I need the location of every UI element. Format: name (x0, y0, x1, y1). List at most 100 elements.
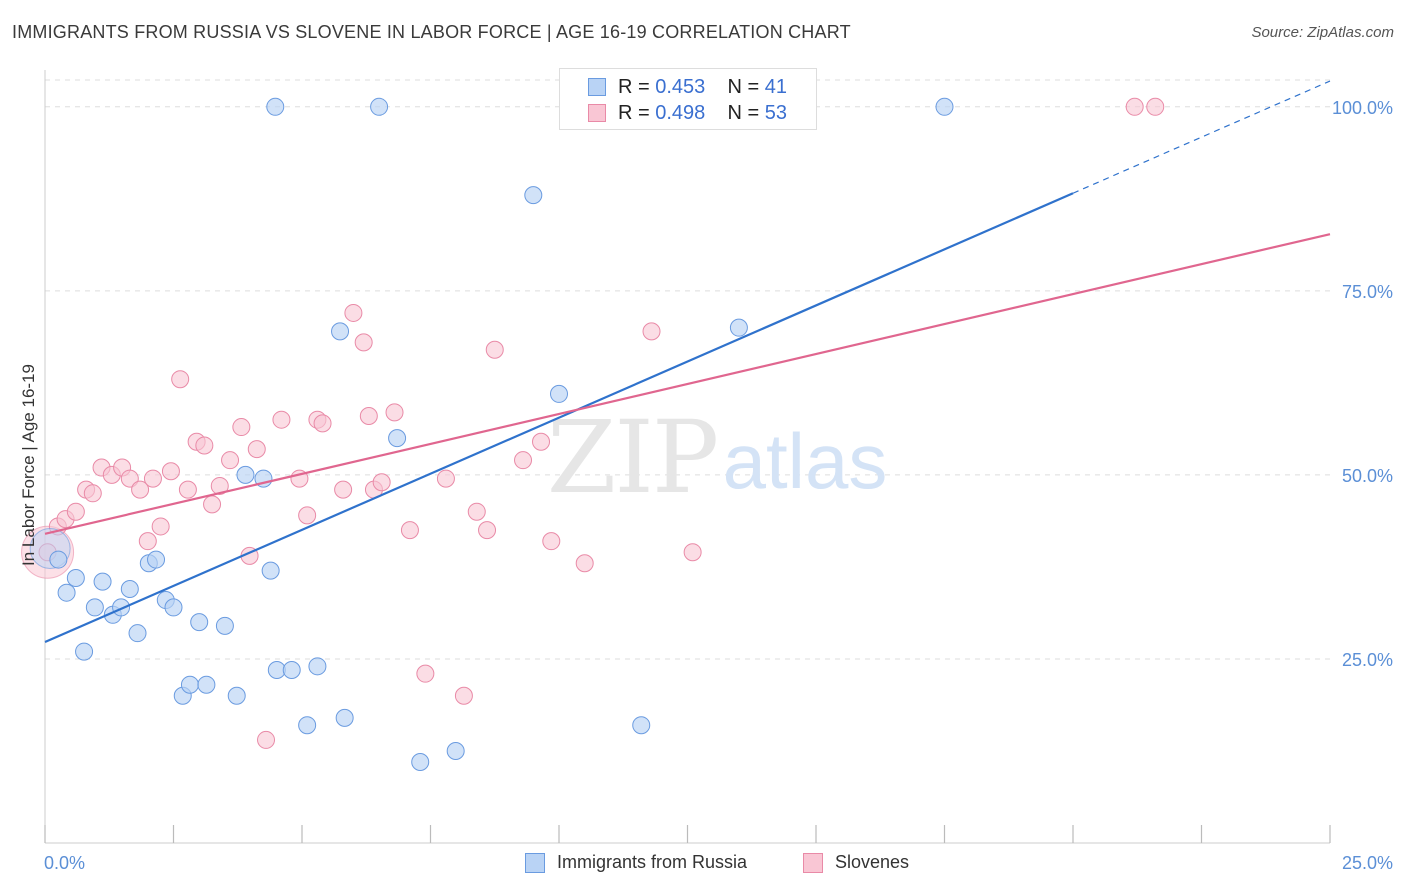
russia-point (180, 675, 199, 694)
russia-point (282, 660, 301, 679)
slovene-point (642, 322, 661, 341)
russia-point (236, 465, 255, 484)
slovene-point (514, 451, 533, 470)
stats-legend: R = 0.453 N = 41 R = 0.498 N = 53 (559, 68, 817, 130)
slovene-point (143, 469, 162, 488)
russia-points (29, 97, 954, 772)
x-tick-label-min: 0.0% (44, 853, 85, 873)
legend-row-slovene: R = 0.498 N = 53 (588, 100, 787, 126)
slovene-point (542, 532, 561, 551)
legend-r-value-slovene: 0.498 (655, 101, 706, 124)
legend-label-slovene: Slovenes (835, 852, 910, 872)
slovene-point (485, 340, 504, 359)
legend-n-label: N = (727, 101, 765, 124)
slovene-point (1146, 97, 1165, 116)
russia-point (227, 686, 246, 705)
slovene-point (120, 469, 139, 488)
legend-item-slovene[interactable]: Slovenes (803, 852, 909, 873)
slovene-point (131, 480, 150, 499)
russia-point (935, 97, 954, 116)
slovene-point (313, 414, 332, 433)
slovene-point (195, 436, 214, 455)
russia-point (388, 429, 407, 448)
chart-title: IMMIGRANTS FROM RUSSIA VS SLOVENE IN LAB… (12, 22, 851, 42)
slovene-point (532, 432, 551, 451)
trend-line-russia-extension (1072, 80, 1331, 194)
y-tick-label: 100.0% (1332, 98, 1393, 118)
y-tick-label: 75.0% (1342, 282, 1393, 302)
slovene-point (232, 418, 251, 437)
axes (44, 70, 1331, 844)
russia-point (308, 657, 327, 676)
slovene-point (385, 403, 404, 422)
legend-r-value-russia: 0.453 (655, 75, 706, 98)
slovene-point (203, 495, 222, 514)
russia-point (66, 568, 85, 587)
russia-point (75, 642, 94, 661)
russia-point (128, 624, 147, 643)
slovene-point (354, 333, 373, 352)
russia-point (446, 741, 465, 760)
legend-item-russia[interactable]: Immigrants from Russia (525, 852, 747, 873)
y-tick-label: 50.0% (1342, 466, 1393, 486)
slovene-point (400, 521, 419, 540)
trend-lines (44, 80, 1331, 644)
russia-point (147, 550, 166, 569)
russia-point (729, 318, 748, 337)
slovene-point (359, 407, 378, 426)
russia-point (370, 97, 389, 116)
legend-label-russia: Immigrants from Russia (557, 852, 748, 872)
legend-r-label: R = (618, 75, 656, 98)
legend-n-value-russia: 41 (764, 75, 788, 98)
legend-n-label: N = (727, 75, 765, 98)
slovene-point (257, 730, 276, 749)
slovene-point (467, 502, 486, 521)
legend-swatch-slovene (803, 852, 823, 873)
slovene-point (454, 686, 473, 705)
russia-point (190, 613, 209, 632)
russia-point (266, 97, 285, 116)
legend-swatch-russia (588, 78, 606, 96)
source-credit: Source: ZipAtlas.com (1251, 24, 1394, 41)
slovene-point (171, 370, 190, 389)
slovene-point (83, 484, 102, 503)
slovene-point (138, 532, 157, 551)
slovene-point (210, 476, 229, 495)
legend-swatch-russia (525, 852, 545, 873)
watermark: ZIP atlas (547, 399, 888, 516)
russia-point (298, 716, 317, 735)
slovene-point (247, 440, 266, 459)
grid-lines (45, 79, 1330, 660)
slovene-point (575, 554, 594, 573)
trend-line-russia (44, 192, 1074, 644)
slovene-point (683, 543, 702, 562)
russia-point (331, 322, 350, 341)
slovene-point (272, 410, 291, 429)
y-tick-label: 25.0% (1342, 650, 1393, 670)
russia-point (164, 598, 183, 617)
russia-point (120, 580, 139, 599)
slovene-point (66, 502, 85, 521)
slovene-point (416, 664, 435, 683)
y-axis-label: In Labor Force | Age 16-19 (19, 364, 38, 566)
russia-point (197, 675, 216, 694)
watermark-atlas: atlas (723, 417, 888, 505)
slovene-point (344, 303, 363, 322)
russia-point (49, 550, 68, 569)
slovene-point (478, 521, 497, 540)
russia-point (524, 186, 543, 205)
watermark-zip: ZIP (547, 399, 717, 516)
legend-swatch-slovene (588, 104, 606, 122)
series-legend: Immigrants from Russia Slovenes (0, 852, 1406, 878)
russia-point (550, 384, 568, 403)
slovene-point (161, 462, 180, 481)
legend-n-value-slovene: 53 (764, 101, 788, 124)
russia-point (93, 572, 112, 591)
russia-point (85, 598, 104, 617)
slovene-point (436, 469, 455, 488)
russia-point (261, 561, 280, 580)
slovene-point (178, 480, 197, 499)
russia-point (112, 598, 131, 617)
slovene-point (298, 506, 317, 525)
